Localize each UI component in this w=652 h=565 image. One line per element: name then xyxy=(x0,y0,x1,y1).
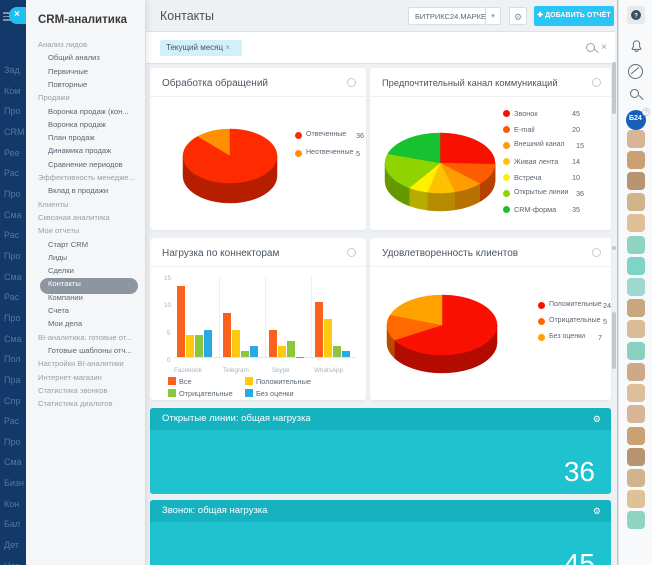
svg-text:?: ? xyxy=(634,12,638,19)
